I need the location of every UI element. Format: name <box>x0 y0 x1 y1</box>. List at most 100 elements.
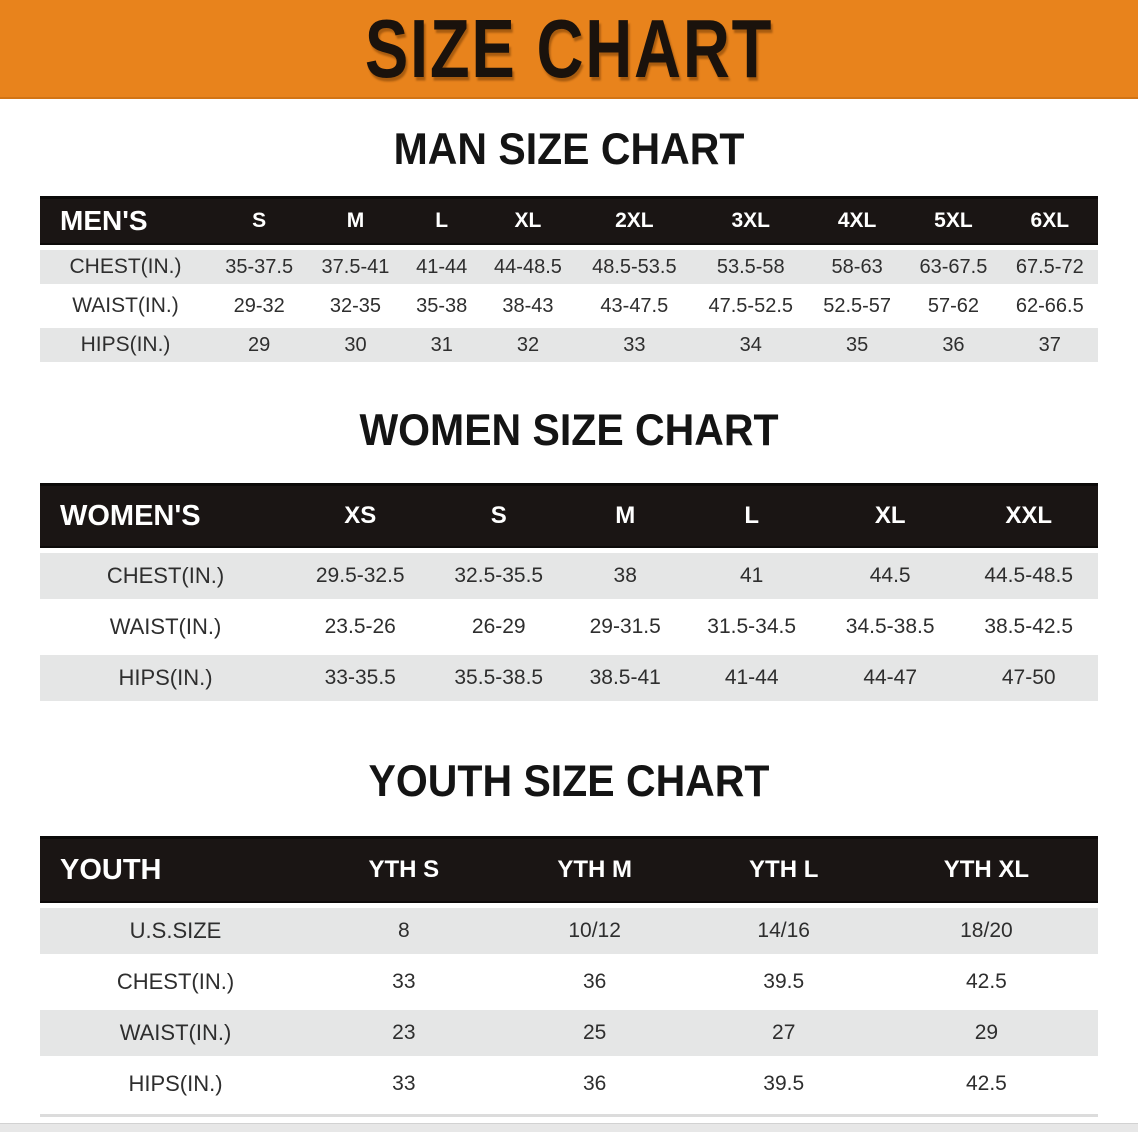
men-col-header-4xl: 4XL <box>808 196 906 245</box>
youth-size-table: YOUTH YTH S YTH M YTH L YTH XL U.S.SIZE 8 10/12… <box>40 831 1098 1112</box>
women-row-label: WAIST(IN.) <box>109 614 222 639</box>
youth-size-cell: 8 <box>311 908 497 954</box>
youth-size-cell: 39.5 <box>763 970 805 993</box>
women-size-cell: 44.5-48.5 <box>959 553 1098 599</box>
youth-size-cell: 10/12 <box>496 908 693 954</box>
men-size-cell: 53.5-58 <box>692 250 809 284</box>
youth-table-title: YOUTH <box>40 836 311 903</box>
youth-row-label: CHEST(IN.) <box>116 969 235 994</box>
women-table-row: HIPS(IN.) 33-35.5 35.5-38.5 38.5-41 41-44 44-… <box>40 655 1098 701</box>
youth-size-cell: 27 <box>692 1010 875 1056</box>
men-size-cell: 57-62 <box>927 294 980 317</box>
youth-table-bottom-rule <box>40 1114 1098 1117</box>
men-col-header-5xl: 5XL <box>905 196 1002 245</box>
women-size-cell: 35.5-38.5 <box>429 655 568 701</box>
women-size-cell: 41 <box>682 553 821 599</box>
men-col-header-3xl: 3XL <box>692 196 809 245</box>
women-size-cell: 41-44 <box>682 655 821 701</box>
youth-row-label: WAIST(IN.) <box>40 1010 311 1056</box>
men-size-cell: 35 <box>808 328 906 362</box>
youth-size-cell: 39.5 <box>763 1072 805 1095</box>
men-size-cell: 33 <box>576 328 693 362</box>
women-size-cell: 47-50 <box>959 655 1098 701</box>
women-header-row: WOMEN'S XS S M L XL XXL <box>40 483 1098 548</box>
youth-header-row: YOUTH YTH S YTH M YTH L YTH XL <box>40 836 1098 903</box>
youth-section-heading: YOUTH SIZE CHART <box>368 756 770 806</box>
women-size-cell: 38.5-41 <box>568 655 683 701</box>
banner-title: SIZE CHART <box>364 1 774 95</box>
youth-col-header-yth-l: YTH L <box>692 836 875 903</box>
youth-table-row: HIPS(IN.) 33 36 39.5 42.5 <box>40 1061 1098 1107</box>
men-col-header-xl: XL <box>479 196 577 245</box>
women-size-cell: 29.5-32.5 <box>291 553 430 599</box>
men-size-table: MEN'S S M L XL 2XL 3XL 4XL 5XL 6XL CHEST(IN.) 35-37… <box>40 191 1098 367</box>
men-size-cell: 43-47.5 <box>600 294 669 317</box>
men-size-cell: 44-48.5 <box>479 250 577 284</box>
women-col-header-xxl: XXL <box>959 483 1098 548</box>
men-header-row: MEN'S S M L XL 2XL 3XL 4XL 5XL 6XL <box>40 196 1098 245</box>
youth-row-label: HIPS(IN.) <box>128 1071 223 1096</box>
youth-size-cell: 42.5 <box>965 970 1007 993</box>
men-size-cell: 37.5-41 <box>307 250 404 284</box>
women-row-label: HIPS(IN.) <box>40 655 291 701</box>
men-size-cell: 37 <box>1001 328 1098 362</box>
women-size-cell: 44.5 <box>820 553 960 599</box>
women-table-row: WAIST(IN.) 23.5-26 26-29 29-31.5 31.5-34.5 34… <box>40 604 1098 650</box>
men-table-title: MEN'S <box>40 196 211 245</box>
men-size-cell: 47.5-52.5 <box>708 294 794 317</box>
men-size-cell: 32-35 <box>329 294 382 317</box>
youth-size-cell: 18/20 <box>874 908 1098 954</box>
women-size-cell: 31.5-34.5 <box>707 615 797 638</box>
youth-size-cell: 36 <box>582 970 607 993</box>
men-size-cell: 38-43 <box>502 294 554 317</box>
women-col-header-s: S <box>429 483 568 548</box>
women-col-header-l: L <box>682 483 821 548</box>
youth-col-header-yth-s: YTH S <box>311 836 497 903</box>
women-row-label: CHEST(IN.) <box>40 553 291 599</box>
men-size-cell: 32 <box>479 328 577 362</box>
women-col-header-xs: XS <box>291 483 430 548</box>
men-size-cell: 35-37.5 <box>211 250 308 284</box>
women-table-row: CHEST(IN.) 29.5-32.5 32.5-35.5 38 41 44.5 44.5… <box>40 553 1098 599</box>
women-size-section: WOMEN SIZE CHART WOMEN'S XS S M L XL XXL CHEST(… <box>0 405 1138 706</box>
men-col-header-l: L <box>403 196 480 245</box>
youth-col-header-yth-m: YTH M <box>496 836 693 903</box>
men-size-cell: 58-63 <box>808 250 906 284</box>
men-col-header-2xl: 2XL <box>576 196 693 245</box>
men-table-row: CHEST(IN.) 35-37.5 37.5-41 41-44 44-48.5 48.5… <box>40 250 1098 284</box>
women-size-cell: 32.5-35.5 <box>429 553 568 599</box>
men-size-cell: 29 <box>211 328 308 362</box>
youth-size-cell: 33 <box>392 1072 416 1095</box>
youth-size-cell: 23 <box>311 1010 497 1056</box>
women-col-header-m: M <box>568 483 683 548</box>
men-size-cell: 67.5-72 <box>1001 250 1098 284</box>
men-row-label: CHEST(IN.) <box>40 250 211 284</box>
women-size-table: WOMEN'S XS S M L XL XXL CHEST(IN.) 29.5-32.5 32.5… <box>40 478 1098 706</box>
women-size-cell: 33-35.5 <box>291 655 430 701</box>
men-row-label: HIPS(IN.) <box>40 328 211 362</box>
men-size-cell: 62-66.5 <box>1015 294 1084 317</box>
youth-row-label: U.S.SIZE <box>40 908 311 954</box>
men-col-header-s: S <box>211 196 308 245</box>
men-size-cell: 63-67.5 <box>905 250 1002 284</box>
women-size-cell: 29-31.5 <box>589 615 661 638</box>
women-size-cell: 23.5-26 <box>324 615 396 638</box>
youth-size-cell: 42.5 <box>965 1072 1007 1095</box>
women-size-cell: 38.5-42.5 <box>984 615 1074 638</box>
men-size-cell: 34 <box>692 328 809 362</box>
women-size-cell: 38 <box>568 553 683 599</box>
men-col-header-m: M <box>307 196 404 245</box>
youth-size-section: YOUTH SIZE CHART YOUTH YTH S YTH M YTH L YTH… <box>0 756 1138 1117</box>
bottom-edge-strip <box>0 1123 1138 1132</box>
youth-table-row: CHEST(IN.) 33 36 39.5 42.5 <box>40 959 1098 1005</box>
men-size-cell: 31 <box>403 328 480 362</box>
women-col-header-xl: XL <box>820 483 960 548</box>
men-table-row: HIPS(IN.) 29 30 31 32 33 34 35 36 37 <box>40 328 1098 362</box>
men-size-cell: 30 <box>307 328 404 362</box>
women-size-cell: 44-47 <box>820 655 960 701</box>
men-table-row: WAIST(IN.) 29-32 32-35 35-38 38-43 43-47.5 47.… <box>40 289 1098 323</box>
men-col-header-6xl: 6XL <box>1001 196 1098 245</box>
men-size-cell: 52.5-57 <box>823 294 892 317</box>
youth-size-cell: 14/16 <box>692 908 875 954</box>
